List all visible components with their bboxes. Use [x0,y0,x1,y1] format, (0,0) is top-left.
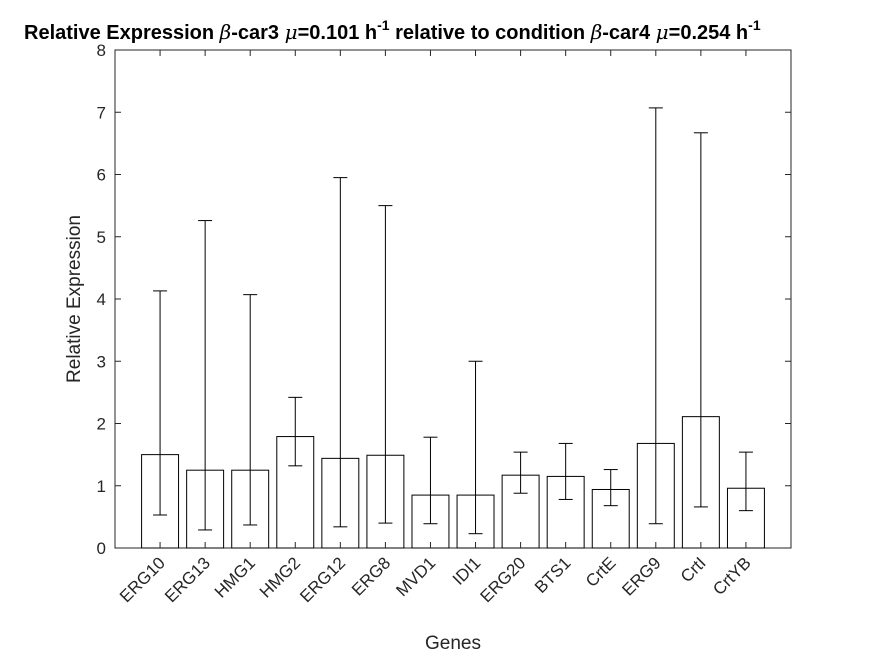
x-tick-label: ERG20 [477,553,530,606]
y-tick-label: 6 [97,166,106,185]
x-tick-label: ERG10 [116,553,169,606]
title-prefix: Relative Expression [24,22,220,44]
x-axis-label: Genes [425,633,481,654]
y-tick-label: 0 [97,539,106,558]
title-rate-2: =0.254 h [669,22,749,44]
y-tick-label: 7 [97,103,106,122]
y-tick-label: 2 [97,415,106,434]
title-beta-1: β [219,20,232,44]
error-bars-group [153,107,753,535]
title-mu-1: μ [285,20,298,44]
y-tick-label: 5 [97,228,106,247]
x-tick-label: BTS1 [531,553,575,597]
title-beta-2: β [590,20,603,44]
title-condition-2: -car4 [602,22,655,44]
x-tick-label: HMG1 [211,553,259,601]
title-mu-2: μ [656,20,669,44]
x-tick-label: ERG9 [618,553,664,599]
title-exponent-2: -1 [748,17,761,33]
chart-title: Relative Expression β-car3 μ=0.101 h-1 r… [24,17,761,44]
y-tick-label: 3 [97,352,106,371]
plot-area-box [114,49,792,549]
y-tick-label: 1 [97,477,106,496]
y-axis-label: Relative Expression [64,215,85,383]
title-exponent-1: -1 [377,17,390,33]
x-tick-label: CrtI [677,553,710,586]
y-tick-label: 8 [97,41,106,60]
x-tick-label: CrtE [582,553,619,590]
title-condition-1: -car3 [231,22,284,44]
x-tick-label: CrtYB [709,553,754,598]
y-tick-label: 4 [97,290,106,309]
y-axis: 0 1 2 3 4 5 6 7 8 [97,41,791,558]
title-middle: relative to condition [390,22,591,44]
x-tick-label: ERG8 [348,553,394,599]
x-tick-label: ERG13 [161,553,214,606]
title-rate-1: =0.101 h [298,22,378,44]
x-tick-label: ERG12 [296,553,349,606]
x-tick-label: MVD1 [392,553,439,600]
x-tick-label: IDI1 [449,553,484,588]
